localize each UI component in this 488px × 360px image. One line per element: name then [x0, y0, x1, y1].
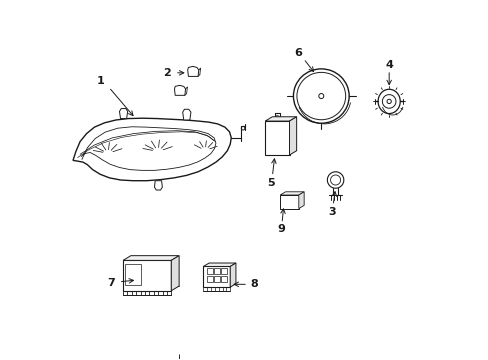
Polygon shape	[221, 276, 226, 282]
Text: 6: 6	[294, 48, 302, 58]
Polygon shape	[264, 121, 289, 155]
Polygon shape	[119, 109, 127, 118]
Text: 9: 9	[276, 224, 285, 234]
Polygon shape	[280, 192, 304, 195]
Polygon shape	[171, 256, 179, 291]
Polygon shape	[289, 117, 296, 155]
Polygon shape	[214, 276, 220, 282]
Polygon shape	[206, 276, 212, 282]
Text: 4: 4	[385, 60, 392, 70]
Polygon shape	[187, 66, 198, 76]
Polygon shape	[280, 195, 298, 208]
Polygon shape	[123, 256, 179, 260]
Polygon shape	[124, 264, 141, 285]
Polygon shape	[123, 260, 171, 291]
Text: 3: 3	[327, 207, 335, 217]
Polygon shape	[73, 118, 231, 181]
Polygon shape	[203, 263, 235, 266]
Polygon shape	[230, 263, 235, 287]
Text: 5: 5	[267, 177, 275, 188]
Text: 1: 1	[97, 76, 104, 86]
Polygon shape	[154, 181, 162, 190]
Polygon shape	[264, 117, 296, 121]
Polygon shape	[221, 268, 226, 274]
Polygon shape	[214, 268, 220, 274]
Text: 2: 2	[163, 68, 170, 78]
Text: 8: 8	[250, 279, 258, 289]
Polygon shape	[203, 266, 230, 287]
Polygon shape	[174, 85, 185, 95]
Polygon shape	[183, 109, 190, 120]
Text: 7: 7	[107, 278, 115, 288]
Polygon shape	[206, 268, 212, 274]
Polygon shape	[298, 192, 304, 208]
